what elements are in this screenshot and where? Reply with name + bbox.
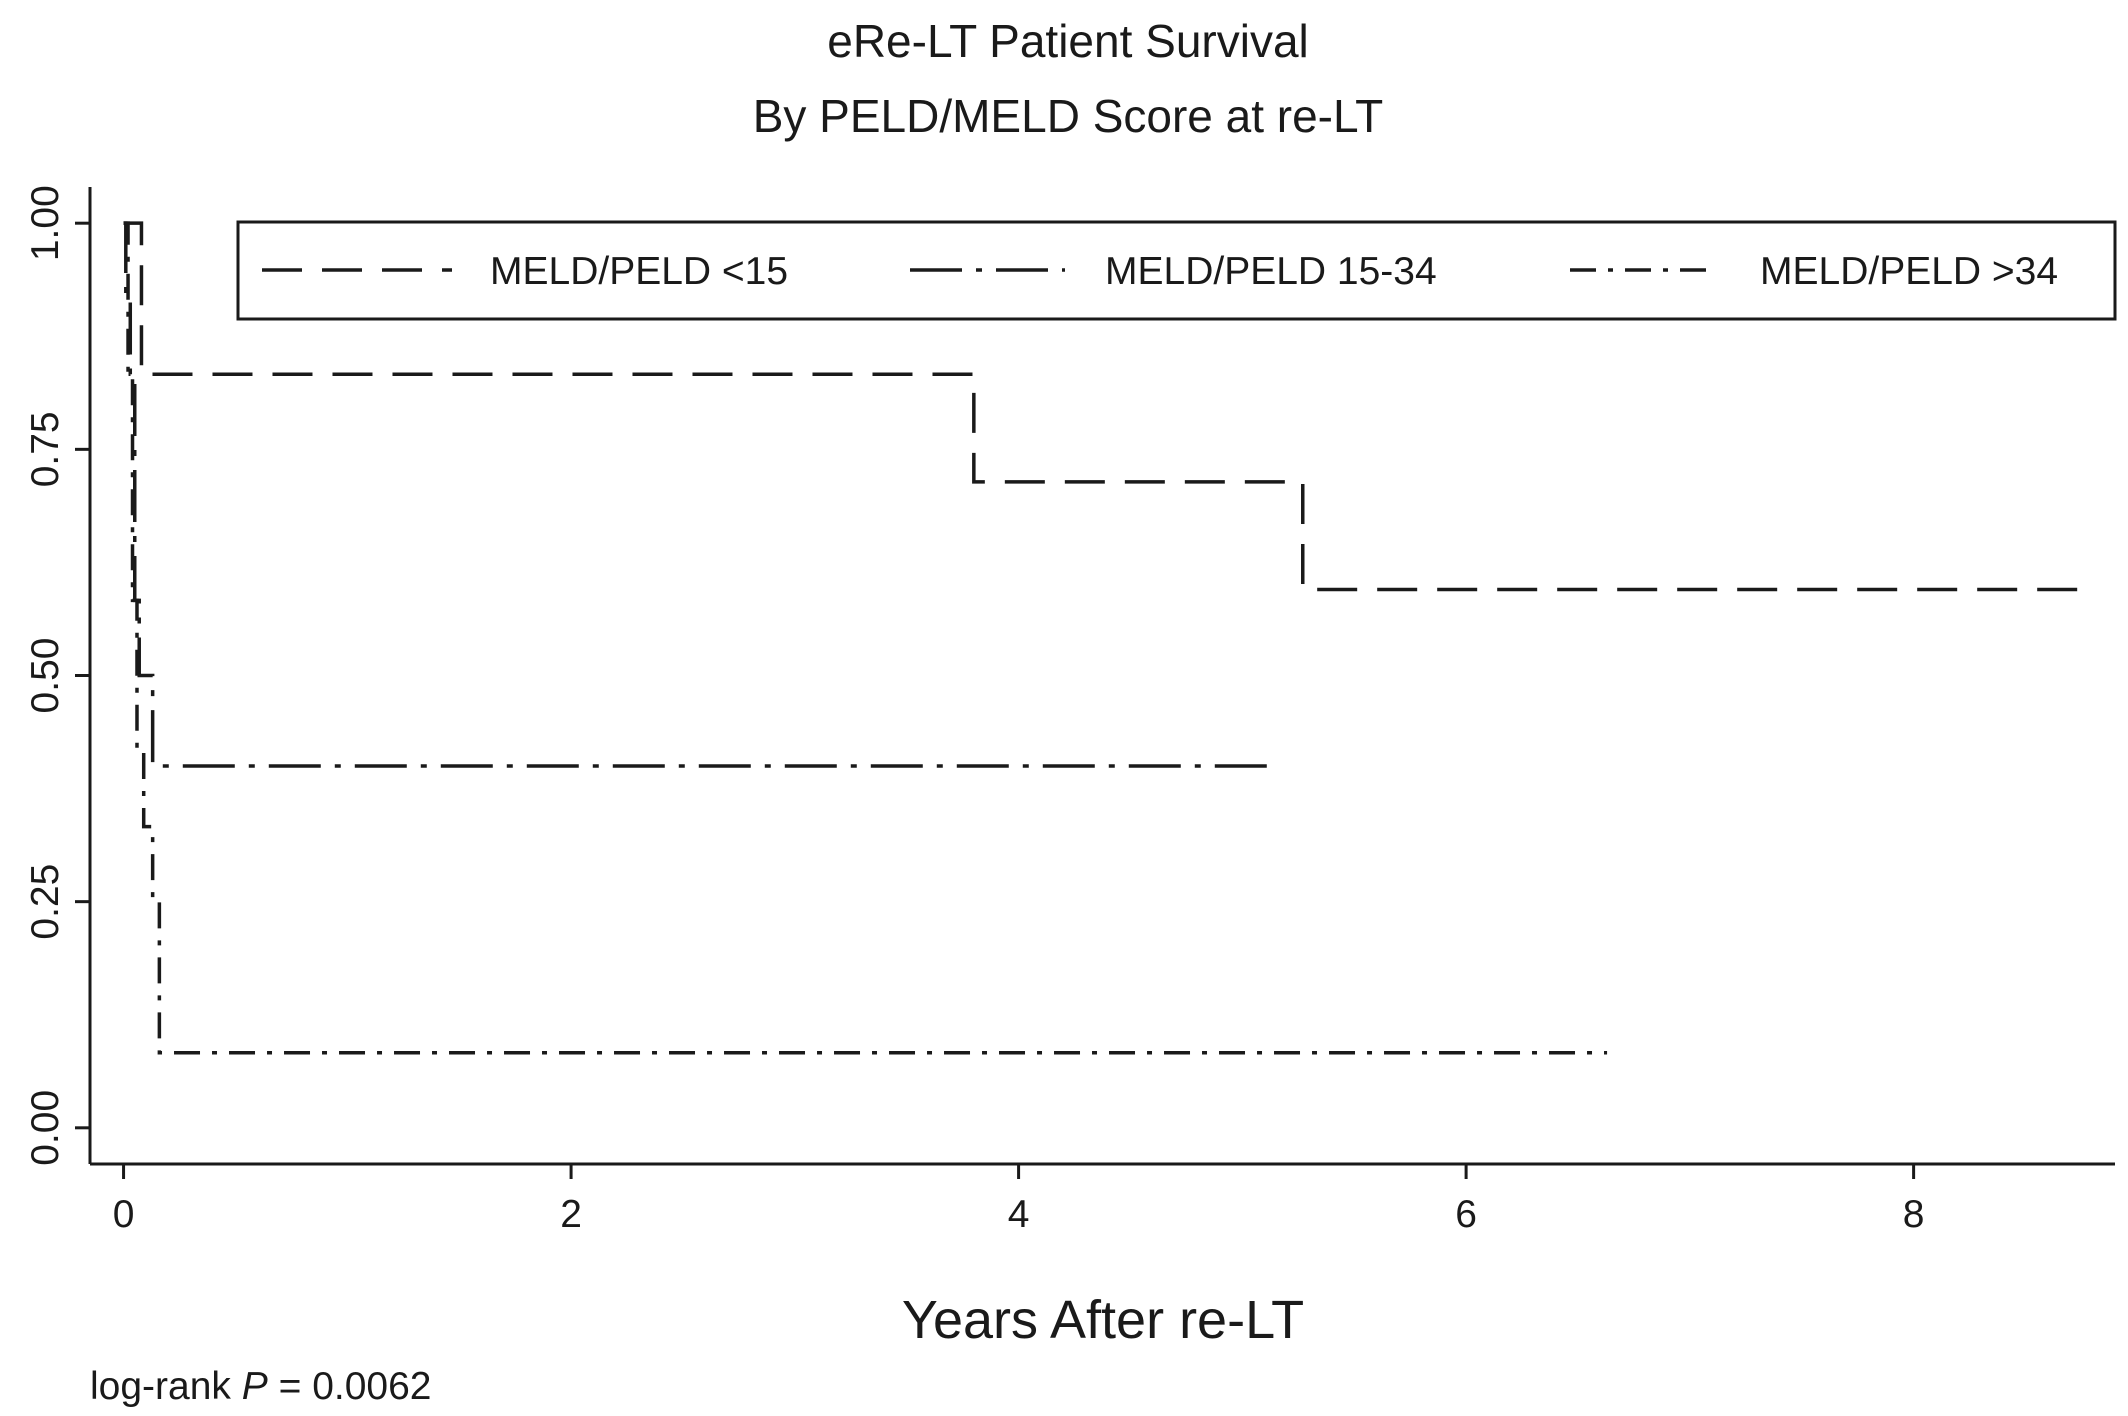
series-line-3 xyxy=(123,221,1608,1055)
chart-title: eRe-LT Patient Survival xyxy=(827,15,1309,67)
series-layer xyxy=(123,221,2082,1055)
legend-box xyxy=(236,220,2117,321)
legend-label-2: MELD/PELD 15-34 xyxy=(1105,250,1437,293)
p-symbol: P xyxy=(242,1365,268,1408)
p-value: = 0.0062 xyxy=(268,1365,432,1408)
y-tick-label: 0.75 xyxy=(24,411,67,487)
x-tick-label: 0 xyxy=(113,1193,135,1236)
x-tick-label: 8 xyxy=(1903,1193,1925,1236)
legend: MELD/PELD <15 MELD/PELD 15-34 MELD/PELD >3… xyxy=(236,220,2117,321)
x-tick-label: 4 xyxy=(1008,1193,1030,1236)
axes: 0 2 4 6 8 0.00 0.25 0.50 0.75 1.00 xyxy=(24,185,2115,1236)
x-tick-label: 2 xyxy=(560,1193,582,1236)
series-line-1 xyxy=(123,221,2082,592)
y-tick-label: 0.50 xyxy=(24,638,67,714)
x-tick-label: 6 xyxy=(1455,1193,1477,1236)
log-rank-prefix: log-rank xyxy=(90,1365,242,1408)
x-axis-label: Years After re-LT xyxy=(902,1290,1304,1350)
y-tick-label: 0.00 xyxy=(24,1090,67,1166)
chart-subtitle: By PELD/MELD Score at re-LT xyxy=(753,90,1384,142)
y-tick-label: 0.25 xyxy=(24,864,67,940)
legend-label-1: MELD/PELD <15 xyxy=(490,250,788,293)
y-tick-label: 1.00 xyxy=(24,185,67,261)
log-rank-annotation: log-rank P = 0.0062 xyxy=(90,1365,431,1408)
legend-label-3: MELD/PELD >34 xyxy=(1760,250,2058,293)
